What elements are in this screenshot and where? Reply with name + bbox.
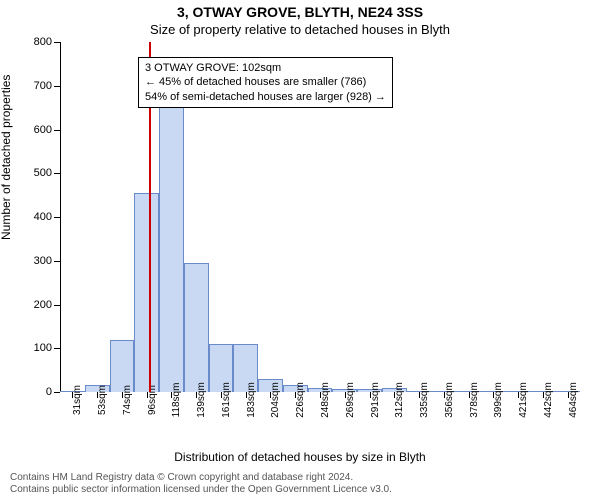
x-tick-label: 335sqm <box>419 382 430 418</box>
y-tick <box>54 217 60 218</box>
x-tick-label: 31sqm <box>72 385 83 415</box>
annotation-line: 54% of semi-detached houses are larger (… <box>145 90 386 104</box>
x-tick-label: 183sqm <box>246 382 257 418</box>
x-tick-label: 356sqm <box>444 382 455 418</box>
x-tick-label: 118sqm <box>171 383 182 418</box>
annotation-line: 3 OTWAY GROVE: 102sqm <box>145 61 386 75</box>
x-tick-label: 312sqm <box>394 382 405 418</box>
y-tick <box>54 392 60 393</box>
footer-line-1: Contains HM Land Registry data © Crown c… <box>10 472 590 484</box>
x-tick-label: 204sqm <box>270 382 281 418</box>
x-tick-label: 53sqm <box>97 385 108 415</box>
y-tick <box>54 261 60 262</box>
x-tick-label: 421sqm <box>518 382 529 418</box>
y-tick-label: 0 <box>46 386 52 398</box>
y-tick <box>54 130 60 131</box>
x-tick-label: 442sqm <box>543 382 554 418</box>
y-tick-label: 100 <box>34 342 52 354</box>
chart-subtitle: Size of property relative to detached ho… <box>0 22 600 37</box>
x-tick-label: 74sqm <box>122 385 133 415</box>
y-tick-label: 200 <box>34 299 52 311</box>
x-tick-label: 226sqm <box>295 382 306 418</box>
y-axis-line <box>60 42 61 392</box>
y-tick-label: 400 <box>34 211 52 223</box>
chart-container: 3, OTWAY GROVE, BLYTH, NE24 3SS Size of … <box>0 0 600 500</box>
y-tick-label: 700 <box>34 80 52 92</box>
histogram-bar <box>184 263 209 392</box>
x-tick-label: 464sqm <box>568 382 579 418</box>
footer-line-2: Contains public sector information licen… <box>10 484 590 496</box>
x-tick-label: 139sqm <box>196 382 207 418</box>
y-tick <box>54 348 60 349</box>
plot-area: 010020030040050060070080031sqm53sqm74sqm… <box>60 42 580 392</box>
x-tick-label: 378sqm <box>469 382 480 418</box>
histogram-bar <box>134 193 159 392</box>
histogram-bar <box>159 73 184 392</box>
chart-footer: Contains HM Land Registry data © Crown c… <box>10 472 590 496</box>
y-tick <box>54 173 60 174</box>
y-tick <box>54 86 60 87</box>
chart-title: 3, OTWAY GROVE, BLYTH, NE24 3SS <box>0 4 600 20</box>
x-tick-label: 291sqm <box>370 382 381 418</box>
y-tick-label: 600 <box>34 124 52 136</box>
x-axis-label: Distribution of detached houses by size … <box>0 450 600 464</box>
annotation-box: 3 OTWAY GROVE: 102sqm← 45% of detached h… <box>138 57 393 108</box>
x-tick-label: 161sqm <box>221 382 232 418</box>
y-tick <box>54 305 60 306</box>
x-tick-label: 269sqm <box>345 382 356 418</box>
y-tick-label: 500 <box>34 167 52 179</box>
x-tick-label: 399sqm <box>493 382 504 418</box>
y-axis-label: Number of detached properties <box>0 75 13 240</box>
y-tick-label: 300 <box>34 255 52 267</box>
x-tick-label: 248sqm <box>320 382 331 418</box>
y-tick-label: 800 <box>34 36 52 48</box>
y-tick <box>54 42 60 43</box>
annotation-line: ← 45% of detached houses are smaller (78… <box>145 75 386 89</box>
